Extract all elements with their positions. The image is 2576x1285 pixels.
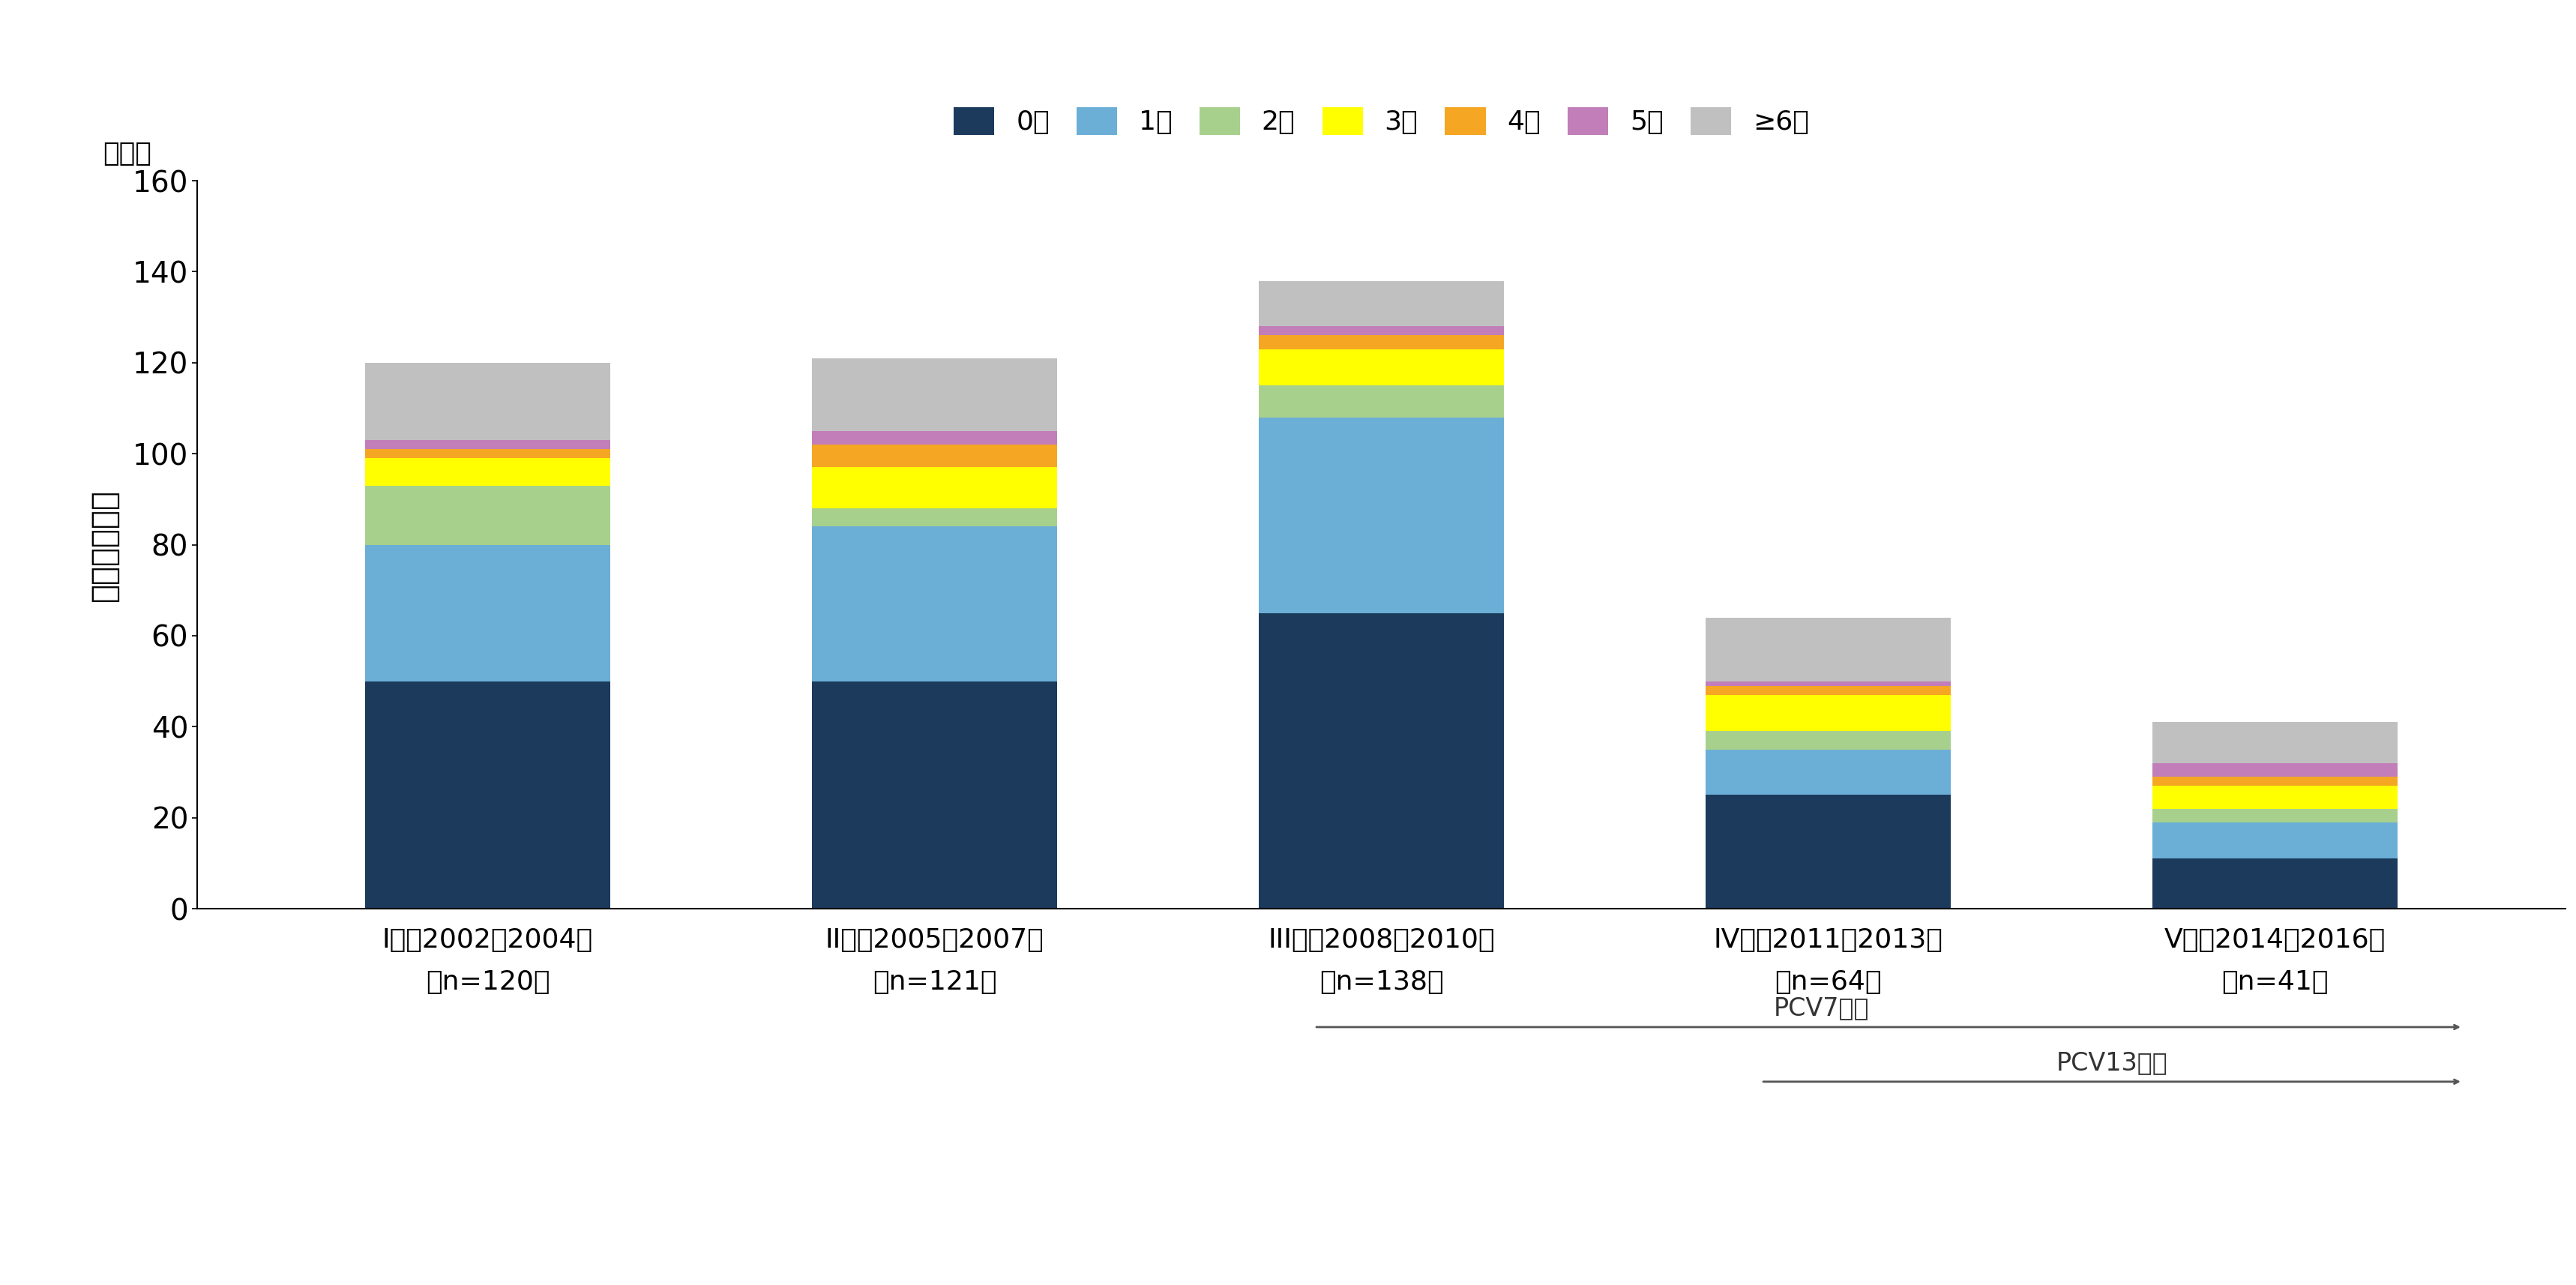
- Bar: [2151, 777, 2398, 786]
- Bar: [2151, 858, 2398, 908]
- Bar: [2151, 722, 2398, 763]
- Bar: [1257, 326, 1504, 335]
- Bar: [811, 430, 1056, 445]
- Bar: [1705, 795, 1950, 908]
- Bar: [1257, 418, 1504, 613]
- Bar: [1257, 281, 1504, 326]
- Bar: [1705, 695, 1950, 731]
- Bar: [2151, 786, 2398, 808]
- Bar: [366, 486, 611, 545]
- Bar: [1257, 385, 1504, 418]
- Bar: [2151, 808, 2398, 822]
- Bar: [811, 527, 1056, 681]
- Bar: [811, 468, 1056, 509]
- Bar: [1705, 686, 1950, 695]
- Bar: [366, 681, 611, 908]
- Bar: [1705, 618, 1950, 681]
- Bar: [811, 359, 1056, 430]
- Bar: [811, 681, 1056, 908]
- Bar: [366, 459, 611, 486]
- Text: PCV13導入: PCV13導入: [2056, 1050, 2166, 1074]
- Text: PCV7導入: PCV7導入: [1772, 996, 1868, 1020]
- Bar: [811, 445, 1056, 468]
- Bar: [2151, 763, 2398, 777]
- Bar: [1705, 681, 1950, 686]
- Bar: [366, 439, 611, 450]
- Bar: [1257, 350, 1504, 385]
- Bar: [366, 362, 611, 439]
- Bar: [1257, 613, 1504, 908]
- Text: （例）: （例）: [103, 140, 152, 166]
- Bar: [1705, 731, 1950, 749]
- Y-axis label: 患者数（例）: 患者数（例）: [88, 488, 121, 601]
- Bar: [1257, 335, 1504, 350]
- Bar: [366, 450, 611, 459]
- Bar: [1705, 749, 1950, 795]
- Bar: [2151, 822, 2398, 858]
- Bar: [811, 509, 1056, 527]
- Bar: [366, 545, 611, 681]
- Legend: 0歳, 1歳, 2歳, 3歳, 4歳, 5歳, ≥6歳: 0歳, 1歳, 2歳, 3歳, 4歳, 5歳, ≥6歳: [953, 107, 1808, 135]
